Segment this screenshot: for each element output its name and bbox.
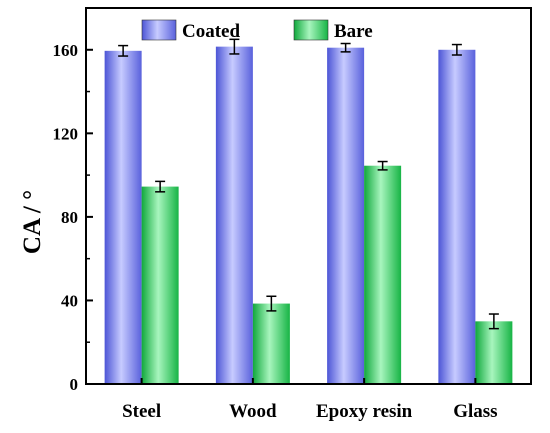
x-category-label: Wood xyxy=(229,401,277,422)
bar-bare xyxy=(252,303,290,384)
legend-swatch-bare xyxy=(293,19,329,41)
x-category-label: Steel xyxy=(122,401,161,422)
y-tick-label: 160 xyxy=(53,41,79,60)
y-axis-title: CA / ° xyxy=(19,190,46,254)
legend-swatch-coated xyxy=(141,19,177,41)
bar-coated xyxy=(215,46,253,385)
legend-label-coated: Coated xyxy=(182,21,240,42)
bar-coated xyxy=(104,50,142,384)
x-category-label: Epoxy resin xyxy=(316,401,413,422)
bar-bare xyxy=(364,165,402,384)
legend-label-bare: Bare xyxy=(334,21,373,42)
y-tick-label: 0 xyxy=(70,375,79,394)
bars xyxy=(104,38,513,385)
bar-bare xyxy=(141,186,179,384)
y-axis-ticks: 0 40 80 120 160 xyxy=(53,41,93,394)
legend: Coated Bare xyxy=(141,19,373,42)
bar-coated xyxy=(327,47,365,384)
bar-bare xyxy=(475,321,513,384)
y-tick-label: 40 xyxy=(61,291,78,310)
plot-frame xyxy=(85,7,532,385)
x-axis-categories: Steel Wood Epoxy resin Glass xyxy=(122,378,498,422)
y-tick-label: 80 xyxy=(61,208,78,227)
bar-coated xyxy=(438,49,476,385)
x-category-label: Glass xyxy=(453,401,497,422)
y-tick-label: 120 xyxy=(53,124,79,143)
